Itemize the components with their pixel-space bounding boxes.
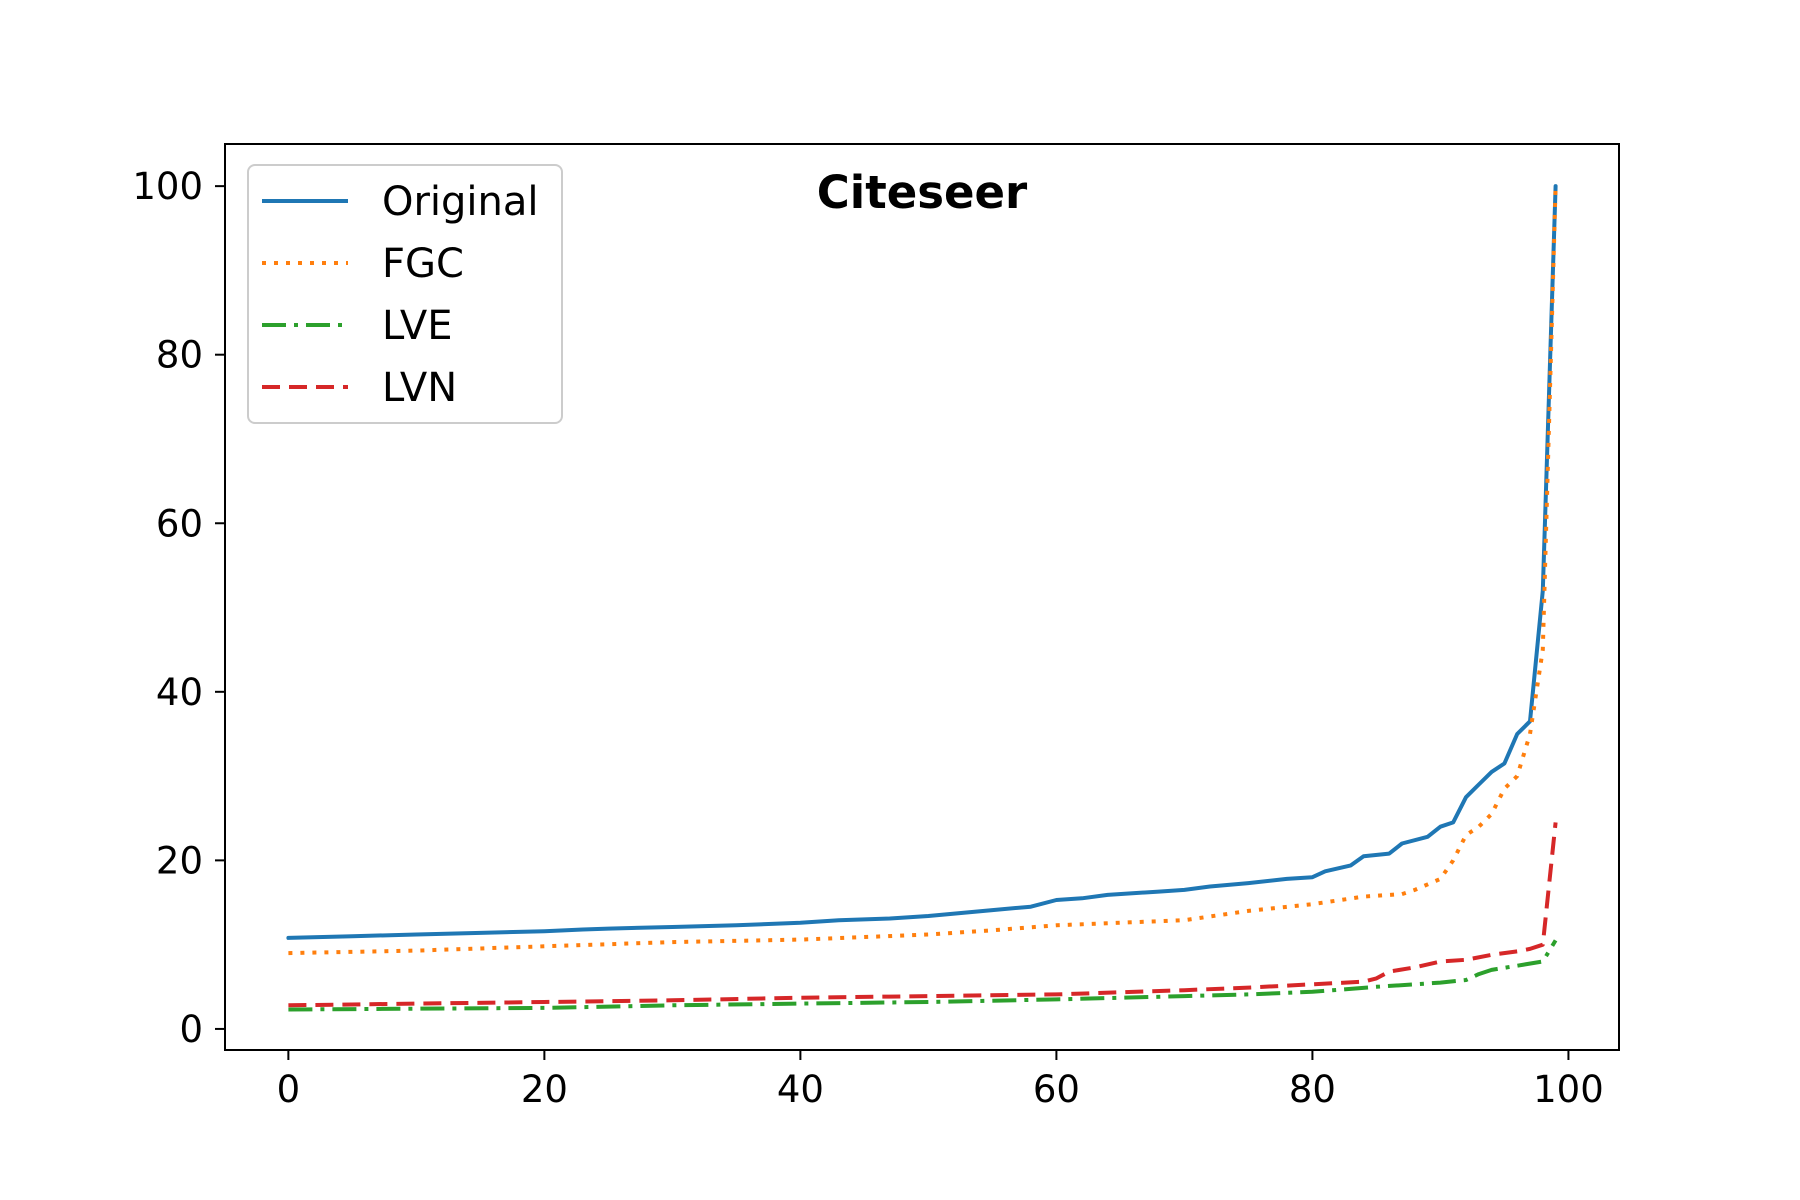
y-tick-label: 40 [156, 671, 203, 714]
x-tick-label: 20 [521, 1068, 568, 1111]
legend: Original FGC LVE LVN [247, 164, 563, 424]
legend-label-lvn: LVN [382, 365, 457, 411]
series-group [286, 184, 1558, 1012]
x-tick-label: 0 [277, 1068, 301, 1111]
series-line-lve [288, 939, 1558, 1012]
x-tick-label: 100 [1533, 1068, 1604, 1111]
y-tick-label: 0 [179, 1008, 203, 1051]
y-tick-label: 80 [156, 334, 203, 377]
legend-box [247, 164, 563, 424]
series-line-original [286, 184, 1558, 940]
x-axis: 0 20 40 60 80 100 [277, 1050, 1604, 1111]
x-tick-label: 80 [1289, 1068, 1336, 1111]
plot-frame [224, 143, 1620, 1051]
legend-label-original: Original [382, 179, 539, 225]
y-tick-label: 100 [132, 165, 203, 208]
legend-label-lve: LVE [382, 303, 453, 349]
series-line-lvn [288, 822, 1558, 1008]
x-tick-label: 40 [777, 1068, 824, 1111]
legend-label-fgc: FGC [382, 241, 464, 287]
y-tick-label: 60 [156, 502, 203, 545]
chart-title: Citeseer [817, 166, 1028, 219]
y-tick-label: 20 [156, 839, 203, 882]
y-axis: 0 20 40 60 80 100 [132, 165, 225, 1051]
x-tick-label: 60 [1033, 1068, 1080, 1111]
